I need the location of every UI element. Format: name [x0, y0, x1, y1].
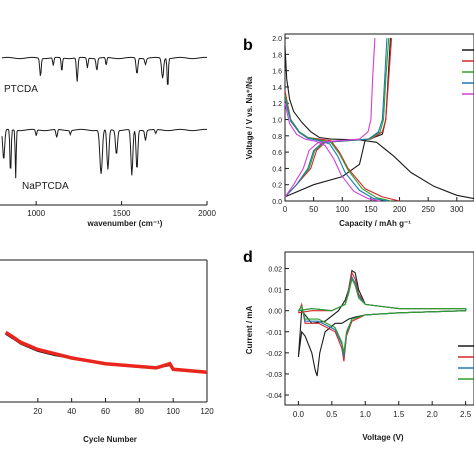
d-panel-label: d	[243, 249, 253, 266]
b-y-tick-label: 0.0	[272, 199, 282, 206]
b-x-axis-title: Capacity / mAh g⁻¹	[339, 219, 411, 228]
d-cv-curve-2	[297, 271, 467, 362]
d-y-tick-label: 0.02	[268, 267, 282, 274]
d-plot-frame	[284, 251, 474, 406]
b-x-tick-label: 100	[336, 205, 350, 214]
b-y-tick-label: 1.0	[272, 118, 282, 125]
c-series-line-2	[4, 330, 208, 374]
d-y-tick-label: -0.01	[266, 330, 282, 337]
panel-b: b 0 50 100 150 200 250 300 0.0 0.2 0.4 0.6 0.8 1.0 1.…	[243, 33, 474, 228]
d-y-tick-label: 0.01	[268, 288, 282, 295]
d-cv-curve-4	[297, 277, 467, 353]
d-x-tick-label: 0.5	[326, 410, 338, 419]
d-x-tick-label: 2.5	[460, 410, 472, 419]
d-y-tick-label: -0.04	[266, 393, 282, 400]
naptcda-label: NaPTCDA	[22, 181, 69, 192]
d-y-tick-label: 0.00	[268, 309, 282, 316]
d-legend	[458, 345, 474, 380]
c-x-tick-label: 60	[101, 407, 110, 416]
ptcda-label: PTCDA	[4, 84, 38, 95]
b-legend	[462, 49, 474, 95]
b-y-tick-label: 1.8	[272, 52, 282, 59]
d-series	[297, 269, 467, 377]
a-x-tick-label: 1500	[113, 209, 131, 218]
b-y-tick-label: 0.4	[272, 166, 282, 173]
b-plot-frame	[284, 33, 474, 202]
c-x-tick-label: 120	[200, 407, 214, 416]
b-panel-label: b	[243, 37, 253, 54]
c-ticks: 20 40 60 80 100 120	[33, 398, 214, 416]
panel-c: 20 40 60 80 100 120 Cycle Number	[0, 259, 214, 444]
d-y-tick-label: -0.03	[266, 372, 282, 379]
b-y-tick-label: 0.8	[272, 134, 282, 141]
d-y-tick-label: -0.02	[266, 351, 282, 358]
b-discharge-curve-2	[284, 90, 400, 202]
d-x-tick-label: 1.0	[360, 410, 372, 419]
b-x-tick-label: 0	[283, 205, 288, 214]
b-x-tick-label: 250	[422, 205, 436, 214]
d-x-tick-label: 1.5	[393, 410, 405, 419]
b-y-axis-title: Voltage / V vs. Na⁺/Na	[245, 76, 254, 159]
b-y-tick-label: 1.4	[272, 85, 282, 92]
d-ticks: 0.0 0.5 1.0 1.5 2.0 2.5 0.02 0.01 0.00 -0.01 -0.02…	[266, 267, 472, 419]
c-series-line-1	[5, 332, 208, 374]
b-series	[284, 38, 474, 202]
b-y-tick-label: 0.2	[272, 183, 282, 190]
b-discharge-curve-5	[284, 103, 380, 202]
c-x-axis-title: Cycle Number	[83, 435, 137, 444]
a-x-tick-label: 1000	[27, 209, 45, 218]
b-y-tick-label: 1.2	[272, 101, 282, 108]
d-x-tick-label: 0.0	[293, 410, 305, 419]
c-x-tick-label: 20	[33, 407, 42, 416]
b-discharge-curve-4	[284, 99, 389, 202]
d-y-axis-title: Current / mA	[245, 306, 254, 355]
naptcda-spectrum	[1, 128, 208, 179]
b-discharge-curve-1	[284, 46, 474, 200]
b-charge-curve-5	[284, 38, 376, 198]
b-x-tick-label: 50	[309, 205, 318, 214]
c-x-tick-label: 100	[166, 407, 180, 416]
panel-a: PTCDA NaPTCDA 1000 1500 2000 wavenumber (c…	[0, 56, 216, 228]
b-y-tick-label: 2.0	[272, 36, 282, 43]
b-ticks: 0 50 100 150 200 250 300 0.0 0.2 0.4 0.6 0.8 1.0 1.2 1…	[272, 36, 464, 214]
a-ticks: 1000 1500 2000	[27, 201, 216, 218]
b-discharge-curve-3	[284, 94, 392, 202]
c-x-tick-label: 80	[135, 407, 144, 416]
panel-d: d 0.0 0.5 1.0 1.5 2.0 2.5 0.02 0.01 0.00 -0.01 -0.…	[243, 249, 474, 442]
b-x-tick-label: 150	[364, 205, 378, 214]
a-x-tick-label: 2000	[198, 209, 216, 218]
a-x-axis-title: wavenumber (cm⁻¹)	[87, 219, 163, 228]
c-x-tick-label: 40	[67, 407, 76, 416]
b-x-tick-label: 200	[393, 205, 407, 214]
b-y-tick-label: 1.6	[272, 69, 282, 76]
c-series	[4, 330, 208, 374]
d-x-tick-label: 2.0	[427, 410, 439, 419]
ptcda-spectrum	[1, 56, 208, 85]
b-y-tick-label: 0.6	[272, 150, 282, 157]
d-cv-curve-3	[297, 275, 467, 358]
b-x-tick-label: 300	[450, 205, 464, 214]
d-x-axis-title: Voltage (V)	[362, 433, 404, 442]
